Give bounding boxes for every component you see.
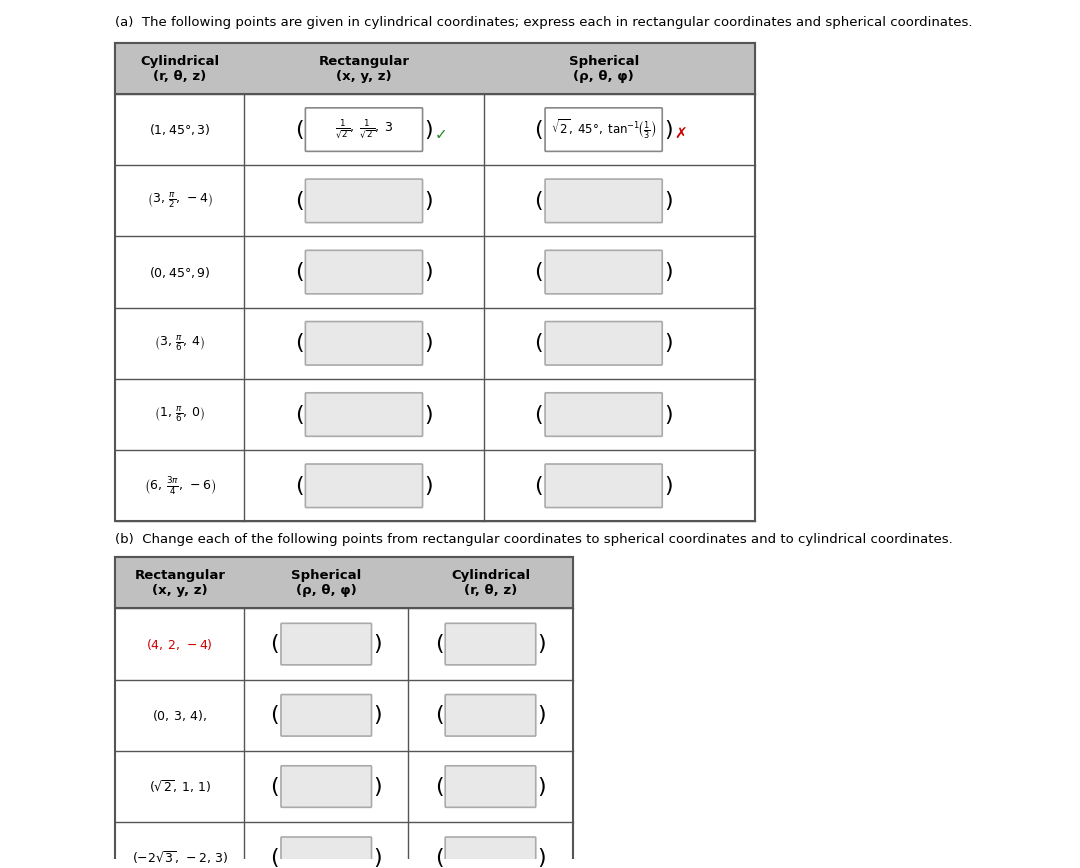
Text: ): ) — [374, 777, 382, 797]
Text: (: ( — [270, 777, 279, 797]
FancyBboxPatch shape — [445, 694, 536, 736]
Text: (: ( — [535, 191, 543, 211]
Text: $(1, 45°, 3)$: $(1, 45°, 3)$ — [149, 122, 211, 137]
Text: ): ) — [424, 476, 433, 496]
Text: ): ) — [664, 476, 673, 496]
Text: (: ( — [434, 777, 443, 797]
Text: Spherical: Spherical — [292, 569, 362, 582]
Text: $(0, 45°, 9)$: $(0, 45°, 9)$ — [149, 265, 211, 279]
Text: $(0,\, 3,\, 4),$: $(0,\, 3,\, 4),$ — [152, 707, 207, 723]
Text: ): ) — [424, 333, 433, 353]
Text: (: ( — [270, 635, 279, 654]
FancyBboxPatch shape — [306, 250, 422, 294]
Text: ): ) — [424, 262, 433, 282]
Text: ): ) — [424, 404, 433, 424]
Text: (: ( — [535, 120, 543, 140]
Text: Spherical: Spherical — [568, 55, 638, 68]
FancyBboxPatch shape — [445, 623, 536, 665]
Text: $\sqrt{2},\; 45°,\; \tan^{-1}\!\!\left(\frac{1}{3}\right)$: $\sqrt{2},\; 45°,\; \tan^{-1}\!\!\left(\… — [551, 118, 657, 141]
Text: (: ( — [295, 476, 303, 496]
FancyBboxPatch shape — [545, 321, 662, 365]
Text: $(-2\sqrt{3},\, -2,\, 3)$: $(-2\sqrt{3},\, -2,\, 3)$ — [132, 850, 228, 866]
Text: ): ) — [538, 635, 546, 654]
Text: (r, θ, z): (r, θ, z) — [153, 69, 206, 82]
Text: (: ( — [295, 333, 303, 353]
FancyBboxPatch shape — [445, 837, 536, 868]
FancyBboxPatch shape — [306, 108, 422, 151]
Text: (ρ, θ, φ): (ρ, θ, φ) — [573, 69, 634, 82]
Text: ): ) — [538, 848, 546, 868]
Text: $\left(1,\, \frac{\pi}{6},\, 0\right)$: $\left(1,\, \frac{\pi}{6},\, 0\right)$ — [154, 404, 205, 424]
Text: (: ( — [295, 262, 303, 282]
Text: (b)  Change each of the following points from rectangular coordinates to spheric: (b) Change each of the following points … — [116, 533, 954, 546]
Text: $\left(6,\, \frac{3\pi}{4},\, -6\right)$: $\left(6,\, \frac{3\pi}{4},\, -6\right)$ — [144, 475, 216, 496]
Text: ): ) — [424, 191, 433, 211]
FancyBboxPatch shape — [281, 837, 372, 868]
Bar — [116, 43, 755, 94]
Bar — [116, 557, 572, 608]
Text: ): ) — [374, 848, 382, 868]
Text: ✓: ✓ — [435, 127, 447, 142]
Text: (: ( — [270, 848, 279, 868]
Text: (: ( — [535, 333, 543, 353]
Text: (: ( — [295, 404, 303, 424]
Text: (x, y, z): (x, y, z) — [336, 69, 392, 82]
Text: (x, y, z): (x, y, z) — [152, 584, 207, 597]
Bar — [116, 557, 572, 868]
FancyBboxPatch shape — [281, 694, 372, 736]
FancyBboxPatch shape — [445, 766, 536, 807]
FancyBboxPatch shape — [545, 393, 662, 437]
FancyBboxPatch shape — [306, 179, 422, 222]
Text: (: ( — [270, 706, 279, 726]
Text: $(\sqrt{2},\, 1,\, 1)$: $(\sqrt{2},\, 1,\, 1)$ — [149, 779, 211, 795]
FancyBboxPatch shape — [545, 179, 662, 222]
Text: ): ) — [664, 404, 673, 424]
Text: (: ( — [434, 848, 443, 868]
Text: (ρ, θ, φ): (ρ, θ, φ) — [296, 584, 356, 597]
Text: (r, θ, z): (r, θ, z) — [463, 584, 517, 597]
FancyBboxPatch shape — [306, 321, 422, 365]
Text: ): ) — [374, 635, 382, 654]
Text: Rectangular: Rectangular — [319, 55, 409, 68]
Text: (a)  The following points are given in cylindrical coordinates; express each in : (a) The following points are given in cy… — [116, 16, 973, 30]
FancyBboxPatch shape — [281, 766, 372, 807]
Text: $\left(3,\, \frac{\pi}{2},\, -4\right)$: $\left(3,\, \frac{\pi}{2},\, -4\right)$ — [147, 191, 213, 211]
Text: (: ( — [434, 635, 443, 654]
Text: ✗: ✗ — [675, 127, 687, 142]
Text: ): ) — [538, 706, 546, 726]
Text: Cylindrical: Cylindrical — [451, 569, 530, 582]
Text: (: ( — [535, 404, 543, 424]
Text: $\frac{1}{\sqrt{2}},\; \frac{1}{\sqrt{2}},\; 3$: $\frac{1}{\sqrt{2}},\; \frac{1}{\sqrt{2}… — [335, 118, 393, 141]
Text: (: ( — [295, 120, 303, 140]
FancyBboxPatch shape — [545, 108, 662, 151]
Text: $\left(3,\, \frac{\pi}{6},\, 4\right)$: $\left(3,\, \frac{\pi}{6},\, 4\right)$ — [154, 333, 205, 353]
Text: Rectangular: Rectangular — [134, 569, 226, 582]
Text: ): ) — [664, 262, 673, 282]
Text: (: ( — [434, 706, 443, 726]
FancyBboxPatch shape — [306, 464, 422, 508]
Text: $(4,\, 2,\, -4)$: $(4,\, 2,\, -4)$ — [147, 636, 213, 652]
Text: ): ) — [374, 706, 382, 726]
Text: (: ( — [295, 191, 303, 211]
FancyBboxPatch shape — [306, 393, 422, 437]
Text: Cylindrical: Cylindrical — [140, 55, 219, 68]
Text: ): ) — [424, 120, 433, 140]
FancyBboxPatch shape — [545, 464, 662, 508]
Text: (: ( — [535, 262, 543, 282]
FancyBboxPatch shape — [545, 250, 662, 294]
Text: ): ) — [664, 191, 673, 211]
Text: ): ) — [664, 333, 673, 353]
Text: ): ) — [538, 777, 546, 797]
Text: (: ( — [535, 476, 543, 496]
Text: ): ) — [664, 120, 673, 140]
FancyBboxPatch shape — [281, 623, 372, 665]
Bar — [116, 43, 755, 522]
